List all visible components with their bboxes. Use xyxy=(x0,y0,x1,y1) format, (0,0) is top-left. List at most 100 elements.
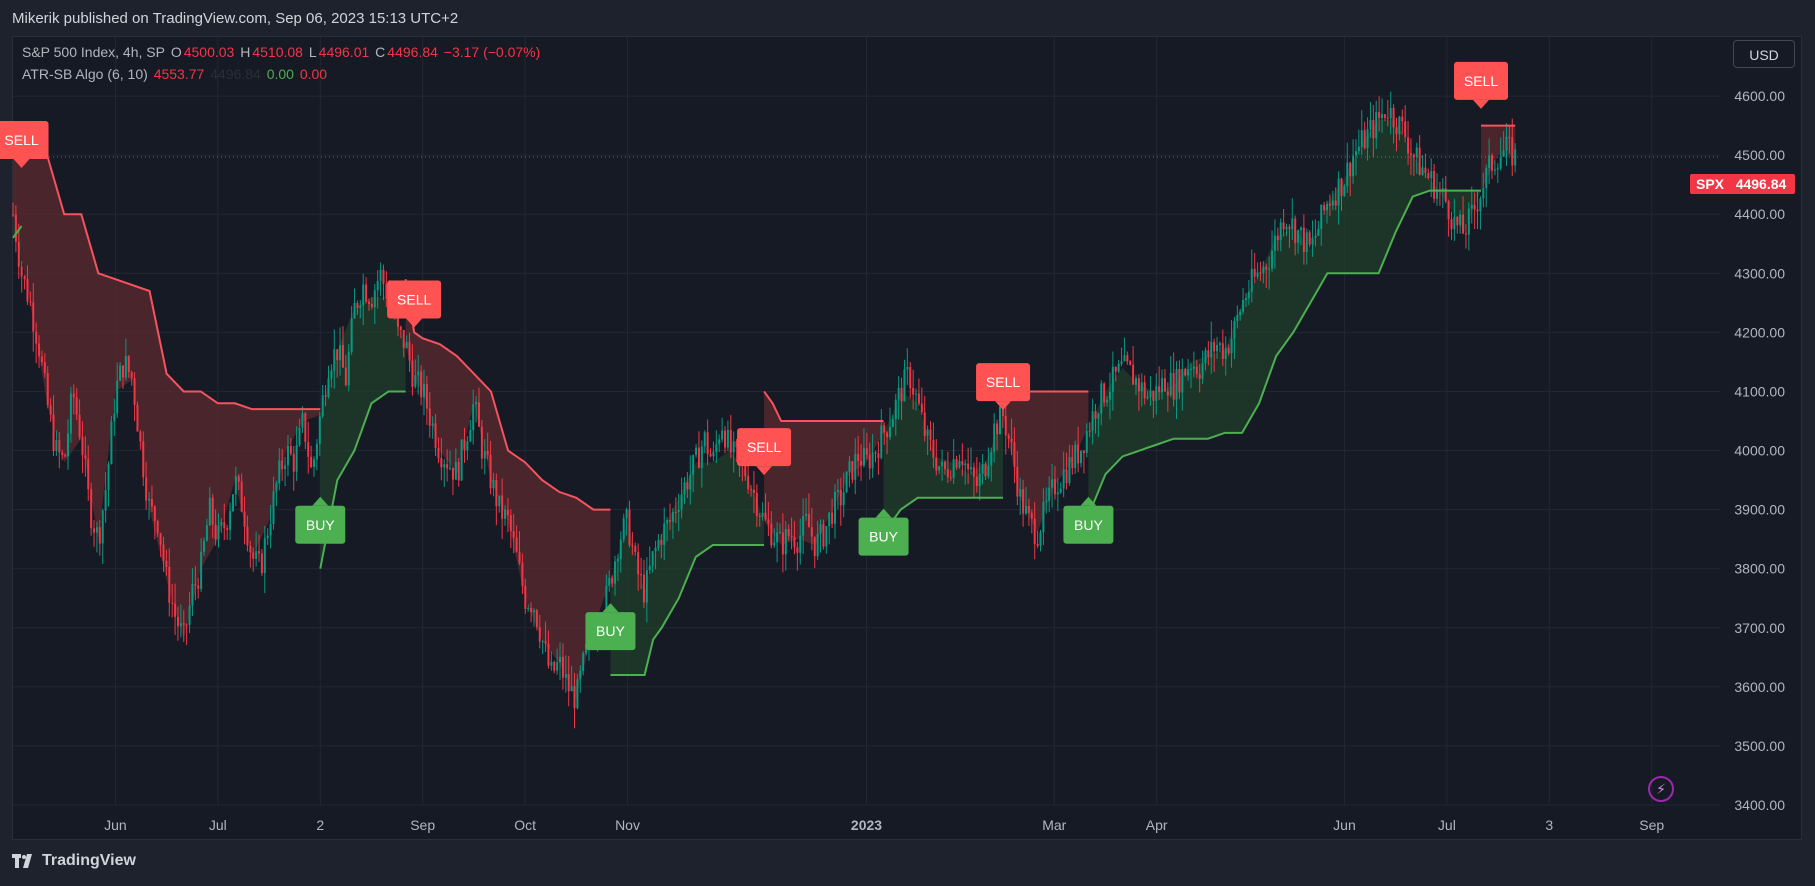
candle-body xyxy=(1137,378,1140,392)
candle-body xyxy=(142,441,145,478)
signal-badge xyxy=(858,517,909,556)
candle-body xyxy=(119,365,122,381)
candle-body xyxy=(1166,391,1169,396)
candle-body xyxy=(839,489,842,506)
candle-body xyxy=(35,331,38,344)
candle-body xyxy=(353,303,356,319)
candle-body xyxy=(576,679,579,709)
candle-body xyxy=(81,437,84,456)
candle-body xyxy=(897,387,900,400)
y-tick-label: 4200.00 xyxy=(1734,324,1785,340)
candle-body xyxy=(359,305,362,308)
candle-body xyxy=(1491,155,1494,171)
candle-body xyxy=(365,284,368,302)
candle-body xyxy=(333,349,336,371)
buy-signal[interactable]: BUY xyxy=(858,508,909,556)
signal-pointer xyxy=(312,496,329,506)
candle-body xyxy=(547,643,550,666)
candle-body xyxy=(874,452,877,454)
candle-body xyxy=(104,490,107,511)
candle-body xyxy=(252,552,255,559)
candle-body xyxy=(1404,121,1407,138)
candle-body xyxy=(784,529,787,555)
candle-body xyxy=(541,641,544,643)
candle-body xyxy=(967,463,970,470)
candle-body xyxy=(764,512,767,520)
currency-button[interactable]: USD xyxy=(1733,40,1795,68)
candle-body xyxy=(330,370,333,379)
candle-body xyxy=(40,356,43,363)
sell-signal[interactable]: SELL xyxy=(387,280,442,328)
sell-signal[interactable]: SELL xyxy=(0,120,49,168)
y-tick-label: 3500.00 xyxy=(1734,738,1785,754)
signal-pointer xyxy=(13,158,30,168)
candle-body xyxy=(162,544,165,561)
candle-body xyxy=(761,512,764,517)
candle-body xyxy=(1331,200,1334,206)
candle-body xyxy=(310,456,313,468)
candle-body xyxy=(561,656,564,678)
buy-signal[interactable]: BUY xyxy=(1063,496,1114,544)
candle-body xyxy=(619,539,622,560)
buy-signal[interactable]: BUY xyxy=(585,603,636,651)
candle-body xyxy=(1091,411,1094,431)
candle-body xyxy=(628,509,631,546)
y-axis[interactable]: 3400.00 3500.00 3600.00 3700.00 3800.00 3900.… xyxy=(1734,88,1785,813)
candle-body xyxy=(1071,457,1074,469)
buy-signal[interactable]: BUY xyxy=(295,496,346,544)
x-tick-label: 2023 xyxy=(851,817,882,833)
candle-body xyxy=(1383,114,1386,118)
candle-body xyxy=(469,430,472,442)
candle-body xyxy=(504,509,507,519)
sell-signal[interactable]: SELL xyxy=(1454,61,1509,109)
candle-body xyxy=(744,462,747,477)
candle-body xyxy=(1479,198,1482,212)
signal-fill-area xyxy=(1003,391,1089,534)
candle-body xyxy=(778,532,781,534)
candle-body xyxy=(1030,512,1033,519)
candle-body xyxy=(321,395,324,417)
candle-body xyxy=(697,447,700,468)
candle-body xyxy=(1163,378,1166,392)
legend-open-label: O xyxy=(170,44,182,60)
footer-brand[interactable]: TradingView xyxy=(12,852,136,870)
signal-layer[interactable]: SELL BUY SELL BUY SELL BUY SELL BUY SELL xyxy=(0,61,1509,651)
candle-body xyxy=(20,266,23,277)
x-axis[interactable]: Jun Jul 2 Sep Oct Nov 2023 Mar Apr Jun Jul 3 Sep xyxy=(104,817,1664,833)
legend-symbol[interactable]: S&P 500 Index, 4h, SP xyxy=(22,44,165,60)
candle-body xyxy=(72,393,75,398)
candle-body xyxy=(544,641,547,644)
indicator-value-2: 4496.84 xyxy=(210,66,261,82)
candle-body xyxy=(23,276,26,280)
candle-body xyxy=(1158,386,1161,393)
candle-body xyxy=(1470,204,1473,209)
candle-body xyxy=(1088,430,1091,432)
candle-body xyxy=(1459,214,1462,226)
candle-body xyxy=(159,533,162,545)
legend-main: S&P 500 Index, 4h, SP O 4500.03 H 4510.08 … xyxy=(22,44,542,60)
candle-body xyxy=(752,489,755,493)
y-tick-label: 4400.00 xyxy=(1734,206,1785,222)
candle-body xyxy=(1262,266,1265,274)
candle-body xyxy=(512,531,515,538)
candle-body xyxy=(486,451,489,455)
lightning-icon[interactable]: ⚡ xyxy=(1648,776,1674,802)
indicator-name[interactable]: ATR-SB Algo (6, 10) xyxy=(22,66,148,82)
candle-body xyxy=(417,371,420,376)
candle-body xyxy=(292,453,295,472)
candle-body xyxy=(1441,188,1444,190)
sell-signal[interactable]: SELL xyxy=(976,363,1031,411)
candle-body xyxy=(1085,430,1088,454)
candle-body xyxy=(446,464,449,469)
candle-body xyxy=(1126,355,1129,362)
candle-body xyxy=(1178,369,1181,393)
candle-body xyxy=(1314,235,1317,238)
candle-body xyxy=(941,461,944,467)
candle-body xyxy=(677,509,680,513)
sell-signal[interactable]: SELL xyxy=(737,428,792,476)
candle-body xyxy=(998,406,1001,435)
candle-body xyxy=(862,448,865,466)
candle-body xyxy=(226,528,229,530)
candle-body xyxy=(304,413,307,442)
